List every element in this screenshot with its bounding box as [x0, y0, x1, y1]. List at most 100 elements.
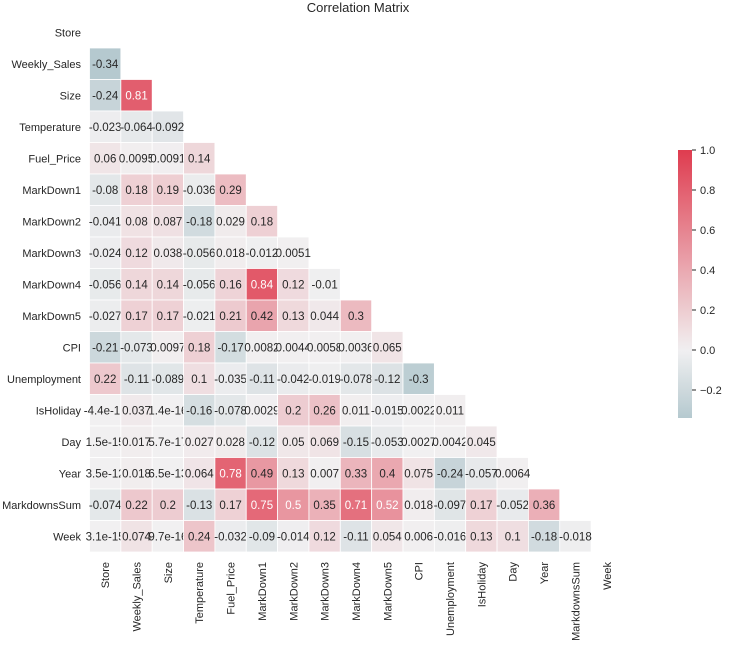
cell-value-label: 0.12: [125, 248, 147, 260]
heatmap-cell: [151, 488, 184, 521]
cell-value-label: 0.064: [185, 468, 214, 480]
heatmap-cell: [183, 299, 216, 332]
cell-value-label: 0.18: [188, 342, 210, 354]
cell-value-label: 0.06: [94, 153, 116, 165]
cell-value-label: 0.0036: [338, 342, 373, 354]
heatmap-cell: [277, 362, 310, 395]
cell-value-label: 0.054: [373, 531, 402, 543]
cell-value-label: -0.027: [89, 311, 122, 323]
cell-value-label: -0.11: [343, 531, 368, 543]
cell-value-label: -0.064: [120, 122, 153, 134]
cell-value-label: 0.018: [216, 248, 245, 260]
cell-value-label: 0.0091: [150, 153, 185, 165]
cell-value-label: -0.012: [246, 248, 279, 260]
y-tick-label: Week: [53, 531, 81, 543]
heatmap-cell: [183, 520, 216, 553]
heatmap-cell: [277, 520, 310, 553]
heatmap-cell: [89, 205, 122, 238]
heatmap-cell: [339, 299, 373, 332]
cell-value-label: 0.045: [467, 437, 496, 449]
cell-value-label: -0.24: [92, 90, 119, 102]
cell-value-label: 0.84: [251, 279, 274, 291]
heatmap-cell: [151, 457, 184, 490]
cell-value-label: 0.5: [285, 500, 301, 512]
heatmap-cell: [496, 520, 529, 553]
heatmap-cell: [183, 457, 216, 490]
heatmap-cell: [214, 205, 247, 238]
y-tick-label: Year: [59, 468, 82, 480]
heatmap-cell: [433, 394, 467, 427]
heatmap-cell: [528, 520, 561, 553]
cell-value-label: 0.0097: [150, 342, 185, 354]
cell-value-label: 0.42: [251, 311, 273, 323]
cell-value-label: 0.1: [191, 374, 207, 386]
heatmap-cell: [371, 331, 404, 364]
cell-value-label: -0.032: [214, 531, 247, 543]
cell-value-label: 0.16: [219, 279, 241, 291]
cell-value-label: 0.14: [188, 153, 211, 165]
cell-value-label: -0.16: [186, 405, 212, 417]
heatmap-cell: [402, 394, 435, 427]
heatmap-cell: [151, 268, 184, 301]
heatmap-cell: [245, 331, 279, 364]
cell-value-label: -0.18: [186, 216, 212, 228]
y-tick-label: MarkDown4: [22, 279, 81, 291]
colorbar-tick-label: 0.2: [700, 305, 715, 317]
heatmap-cell: [89, 268, 122, 301]
heatmap-cell: [308, 488, 341, 521]
cell-value-label: 0.14: [125, 279, 148, 291]
cell-value-label: 0.0044: [276, 342, 312, 354]
heatmap-cell: [339, 362, 373, 395]
y-tick-label: IsHoliday: [36, 405, 82, 417]
heatmap-cell: [183, 205, 216, 238]
heatmap-cell: [402, 425, 435, 458]
heatmap-cell: [120, 236, 153, 269]
y-tick-label: Weekly_Sales: [12, 59, 82, 71]
cell-value-label: 0.007: [310, 468, 339, 480]
cell-value-label: 0.075: [404, 468, 433, 480]
cell-value-label: -0.019: [308, 374, 341, 386]
cell-value-label: 0.0027: [401, 437, 436, 449]
y-tick-label: Unemployment: [7, 374, 81, 386]
heatmap-cell: [308, 520, 341, 553]
heatmap-cell: [308, 268, 341, 301]
cell-value-label: 0.75: [251, 500, 273, 512]
x-tick-label: Year: [539, 562, 551, 585]
heatmap-cell: [339, 394, 373, 427]
cell-value-label: 3.1e-15: [86, 531, 125, 543]
cell-value-label: -0.092: [152, 122, 185, 134]
cell-value-label: 0.52: [376, 500, 398, 512]
cell-value-label: 0.018: [404, 500, 433, 512]
cell-value-label: 0.027: [185, 437, 214, 449]
x-tick-label: MarkDown3: [320, 562, 332, 621]
heatmap-cell: [183, 331, 216, 364]
heatmap-cell: [183, 142, 216, 175]
cell-value-label: 6.5e-13: [148, 468, 187, 480]
heatmap-cell: [402, 520, 435, 553]
heatmap-cell: [89, 236, 122, 269]
heatmap-cell: [339, 331, 373, 364]
heatmap-cell: [89, 362, 122, 395]
cell-value-label: -0.097: [434, 500, 467, 512]
cell-value-label: -0.24: [437, 468, 464, 480]
cell-value-label: 0.81: [125, 90, 147, 102]
x-tick-label: Temperature: [194, 562, 206, 624]
cell-value-label: 0.05: [282, 437, 304, 449]
heatmap-cell: [245, 457, 279, 490]
heatmap-cell: [120, 205, 153, 238]
colorbar-tick-label: 1.0: [700, 145, 715, 157]
cell-value-label: -0.024: [89, 248, 122, 260]
cell-value-label: -0.015: [371, 405, 404, 417]
cell-value-label: -0.042: [277, 374, 310, 386]
cell-value-label: -0.3: [409, 374, 429, 386]
cell-value-label: -0.021: [183, 311, 216, 323]
cell-value-label: 0.028: [216, 437, 245, 449]
cell-value-label: -0.018: [559, 531, 592, 543]
heatmap-cell: [120, 488, 153, 521]
heatmap-cell: [245, 205, 279, 238]
heatmap-cell: [89, 520, 122, 553]
cell-value-label: -0.089: [152, 374, 185, 386]
y-tick-label: Fuel_Price: [28, 153, 81, 165]
heatmap-cell: [183, 362, 216, 395]
